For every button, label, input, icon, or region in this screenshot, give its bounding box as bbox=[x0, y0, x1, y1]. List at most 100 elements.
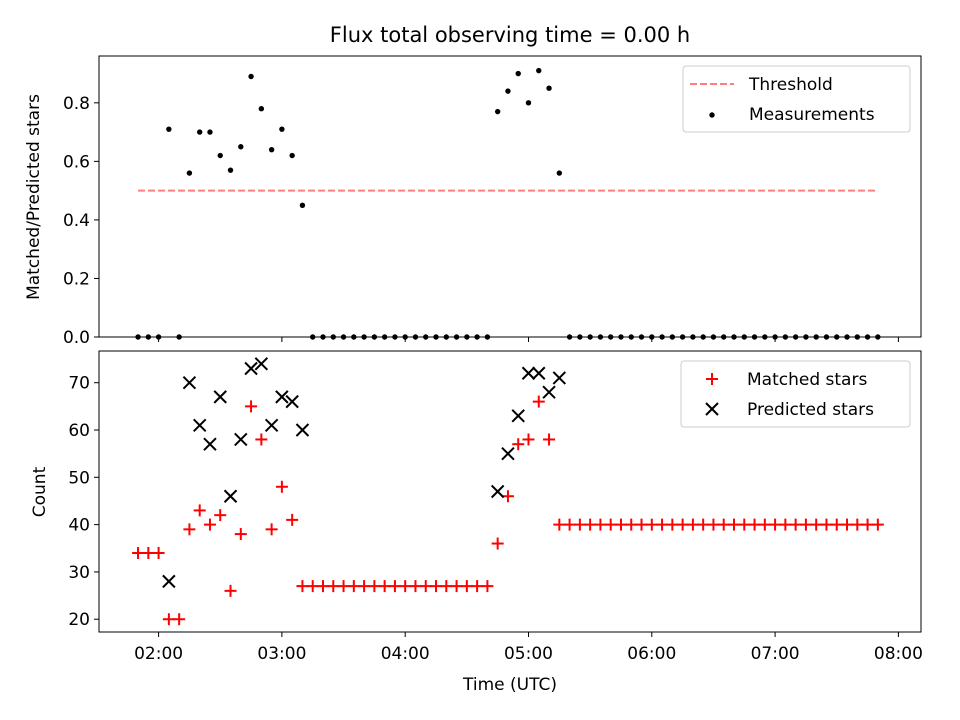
matched-star-point bbox=[830, 518, 843, 531]
matched-star-point bbox=[594, 518, 607, 531]
count-legend: Matched stars Predicted stars bbox=[680, 360, 911, 428]
matched-star-point bbox=[296, 580, 309, 593]
predicted-star-point bbox=[490, 484, 505, 499]
matched-star-point bbox=[810, 518, 823, 531]
matched-star-point bbox=[543, 433, 556, 446]
matched-star-point bbox=[173, 613, 186, 626]
figure-title: Flux total observing time = 0.00 h bbox=[330, 23, 690, 47]
measurement-point bbox=[166, 126, 172, 132]
ratio-y-tick-label: 0.6 bbox=[63, 152, 90, 172]
measurement-point bbox=[515, 70, 521, 77]
matched-star-point bbox=[861, 518, 874, 531]
measurement-point bbox=[505, 88, 511, 94]
matched-star-point bbox=[162, 613, 175, 626]
matched-star-point bbox=[676, 518, 689, 531]
predicted-star-point-b bbox=[521, 366, 536, 380]
x-tick-label: 07:00 bbox=[751, 644, 800, 664]
predicted-star-point-b bbox=[234, 432, 248, 447]
matched-star-point bbox=[697, 518, 710, 531]
matched-star-point bbox=[203, 518, 216, 531]
matched-star-point bbox=[471, 580, 484, 593]
measurement-point bbox=[227, 167, 234, 173]
matched-star-point bbox=[799, 518, 812, 531]
measurement-point bbox=[238, 144, 244, 150]
matched-star-point bbox=[214, 509, 227, 522]
matched-star-point bbox=[522, 433, 535, 446]
matched-star-point bbox=[512, 438, 525, 451]
matched-star-point bbox=[841, 518, 854, 531]
x-tick-label: 04:00 bbox=[381, 644, 430, 664]
matched-star-point bbox=[614, 518, 627, 531]
predicted-star-point bbox=[162, 574, 176, 589]
predicted-star-point bbox=[285, 394, 299, 409]
matched-star-point bbox=[645, 518, 658, 531]
matched-star-point bbox=[255, 433, 268, 446]
predicted-star-point-b bbox=[295, 423, 310, 437]
matched-star-point bbox=[656, 518, 669, 531]
predicted-star-point bbox=[511, 409, 525, 423]
matched-star-point bbox=[358, 580, 371, 593]
matched-star-point bbox=[368, 580, 381, 593]
x-tick-label: 02:00 bbox=[134, 644, 183, 664]
ratio-plot-frame bbox=[98, 55, 922, 338]
predicted-star-point-b bbox=[162, 574, 176, 589]
measurement-point bbox=[556, 170, 563, 176]
x-tick-label: 03:00 bbox=[257, 644, 306, 664]
predicted-star-point-b bbox=[285, 394, 299, 409]
predicted-star-point-b bbox=[542, 385, 556, 399]
matched-legend-label: Matched stars bbox=[747, 370, 867, 390]
matched-star-point bbox=[388, 580, 401, 593]
matched-star-point bbox=[851, 518, 864, 531]
predicted-star-point-b bbox=[213, 390, 227, 404]
matched-star-point bbox=[440, 580, 453, 593]
ratio-y-tick-label: 0.4 bbox=[63, 211, 90, 231]
measurements-legend-marker bbox=[709, 112, 715, 118]
matched-star-point bbox=[563, 518, 576, 531]
count-y-tick-label: 70 bbox=[68, 374, 90, 394]
matched-star-point bbox=[378, 580, 391, 593]
ratio-y-axis-label: Matched/Predicted stars bbox=[24, 94, 44, 300]
matched-star-point bbox=[337, 580, 350, 593]
measurement-point bbox=[525, 100, 532, 106]
matched-star-point bbox=[635, 518, 648, 531]
ratio-y-tick-label: 0.2 bbox=[63, 269, 90, 289]
predicted-star-point bbox=[192, 418, 207, 432]
x-axis-label: Time (UTC) bbox=[462, 675, 557, 695]
matched-star-point bbox=[409, 580, 422, 593]
matched-star-point bbox=[532, 395, 545, 408]
measurement-point bbox=[186, 170, 193, 176]
ratio-panel: 0.00.20.40.60.8 Matched/Predicted stars … bbox=[24, 55, 922, 348]
predicted-legend-label: Predicted stars bbox=[747, 400, 874, 420]
matched-star-point bbox=[430, 580, 443, 593]
matched-star-point bbox=[234, 528, 247, 541]
predicted-star-point bbox=[234, 432, 248, 447]
matched-star-point bbox=[132, 546, 145, 559]
predicted-legend-marker bbox=[705, 402, 719, 416]
ratio-y-tick-label: 0.0 bbox=[63, 328, 90, 348]
measurement-point bbox=[299, 202, 306, 208]
measurement-point bbox=[289, 152, 295, 159]
measurement-point bbox=[248, 73, 254, 80]
measurement-point bbox=[279, 126, 285, 132]
ratio-y-tick-label: 0.8 bbox=[63, 94, 90, 114]
predicted-star-point bbox=[264, 418, 279, 432]
matched-star-point bbox=[779, 518, 792, 531]
measurement-point bbox=[217, 152, 223, 159]
predicted-star-point bbox=[532, 366, 546, 380]
predicted-star-point-b bbox=[182, 375, 197, 390]
matched-star-point bbox=[316, 580, 329, 593]
measurement-point bbox=[258, 105, 265, 112]
count-legend-box bbox=[680, 360, 911, 428]
matched-star-point bbox=[717, 518, 730, 531]
matched-star-point bbox=[491, 537, 504, 550]
matched-star-point bbox=[738, 518, 751, 531]
predicted-star-point bbox=[552, 371, 567, 385]
predicted-star-point bbox=[223, 489, 238, 503]
count-y-tick-label: 30 bbox=[68, 563, 90, 583]
matched-star-point bbox=[306, 580, 319, 593]
matched-star-point bbox=[275, 480, 288, 493]
matched-star-point bbox=[666, 518, 679, 531]
count-y-tick-label: 60 bbox=[68, 421, 90, 441]
predicted-star-point bbox=[213, 390, 227, 404]
